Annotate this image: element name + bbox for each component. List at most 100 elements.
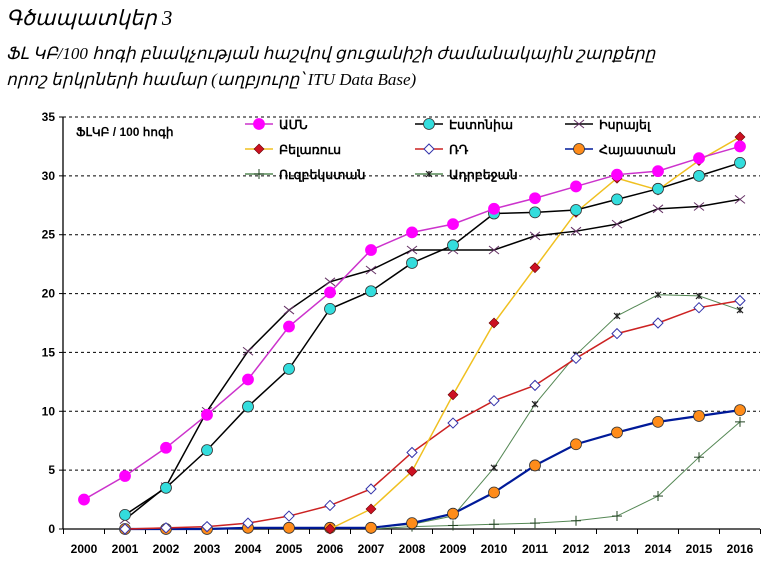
x-tick-label: 2009 (440, 542, 467, 556)
series-6 (366, 416, 745, 534)
data-point (119, 508, 131, 521)
data-point (734, 131, 746, 143)
x-tick-label: 2014 (645, 542, 672, 556)
data-point (448, 520, 458, 531)
x-tick-label: 2005 (276, 542, 303, 556)
data-point (530, 518, 540, 529)
data-point (447, 389, 459, 401)
figure-subtitle-line1: ՖԼ ԿԲ/100 հոգի բնակչության հաշվով ցուցան… (6, 44, 656, 63)
legend-marker (253, 118, 265, 130)
marker-stroke (488, 245, 500, 255)
legend-label: ԱՄՆ (279, 118, 308, 132)
data-point (695, 292, 703, 300)
data-point (365, 244, 377, 256)
data-point (119, 470, 131, 482)
data-point (654, 291, 662, 299)
legend-marker (425, 170, 433, 178)
figure-subtitle-line2: որոշ երկրների համար (աղբյուրը՝ ITU Data … (6, 70, 417, 89)
data-point (283, 521, 295, 534)
series-2 (119, 195, 746, 524)
data-point (242, 400, 254, 413)
x-tick-label: 2012 (563, 542, 590, 556)
series-line (124, 198, 741, 521)
data-point (201, 444, 213, 457)
data-point (324, 286, 336, 299)
data-point (242, 346, 254, 356)
x-tick-label: 2011 (522, 542, 548, 556)
marker-stroke (693, 202, 705, 211)
data-point (201, 520, 213, 533)
data-point (488, 317, 500, 329)
data-point (283, 320, 295, 333)
marker-stroke (406, 245, 418, 255)
data-point (160, 441, 172, 454)
data-point (693, 410, 705, 422)
data-point (447, 417, 459, 429)
data-point (693, 169, 705, 182)
data-point (242, 517, 254, 529)
data-point (529, 192, 541, 205)
data-point (283, 305, 295, 315)
x-tick-label: 2006 (317, 542, 344, 556)
data-point (694, 452, 704, 463)
data-point (529, 231, 541, 241)
data-point (119, 523, 131, 535)
marker-stroke (573, 119, 585, 129)
data-point (734, 195, 746, 204)
series-line (83, 145, 741, 501)
series-line (125, 409, 741, 531)
marker-stroke (283, 305, 295, 315)
data-point (613, 312, 621, 320)
x-axis-ticks: 2000 2001 2002 2003 2004 2005 2006 2007 2008 2009… (63, 529, 761, 556)
data-point (735, 416, 745, 427)
data-point (365, 483, 377, 495)
marker-stroke (570, 226, 582, 236)
data-point (160, 481, 172, 494)
legend-label: ՌԴ (449, 143, 469, 157)
data-point (570, 438, 582, 451)
data-point (489, 519, 499, 530)
legend: ԱՄՆ Էստոնիա Իսրայել Բելառուս ՌԴ Հայաստան Ուզբե… (245, 118, 676, 182)
x-tick-label: 2001 (112, 542, 139, 556)
data-point (365, 503, 377, 515)
legend-marker (423, 143, 435, 155)
y-tick-label: 20 (42, 287, 56, 301)
marker-stroke (529, 231, 541, 241)
x-tick-label: 2008 (399, 542, 426, 556)
x-tick-label: 2004 (235, 542, 262, 556)
marker-stroke (242, 346, 254, 356)
x-tick-label: 2013 (604, 542, 631, 556)
data-point (611, 426, 623, 439)
data-point (324, 499, 336, 512)
y-tick-label: 25 (42, 228, 56, 242)
data-point (406, 226, 418, 239)
legend-item: Ուզբեկստան (245, 168, 366, 182)
data-point (734, 294, 746, 307)
data-point (488, 202, 500, 215)
data-point (201, 408, 213, 421)
data-point (653, 491, 663, 502)
legend-marker (573, 143, 585, 155)
legend-label: Բելառուս (279, 143, 341, 157)
data-point (570, 226, 582, 236)
x-tick-label: 2016 (727, 542, 754, 556)
data-point (529, 379, 541, 392)
data-point (734, 404, 746, 417)
data-point (611, 168, 623, 181)
x-tick-label: 2000 (71, 542, 98, 556)
legend-marker (573, 119, 585, 129)
data-point (283, 363, 295, 375)
data-point (570, 180, 582, 193)
legend-item: ԱՄՆ (245, 118, 308, 132)
series-4 (119, 294, 746, 535)
y-axis-unit-label: ՖԼԿԲ / 100 հոգի (76, 125, 174, 139)
data-point (693, 152, 705, 165)
data-point (611, 193, 623, 206)
x-tick-label: 2015 (686, 542, 713, 556)
series-line (124, 299, 741, 530)
marker-stroke (611, 219, 623, 229)
legend-item: Ադրբեջան (415, 168, 518, 182)
x-tick-label: 2010 (481, 542, 508, 556)
marker-stroke (652, 204, 664, 214)
